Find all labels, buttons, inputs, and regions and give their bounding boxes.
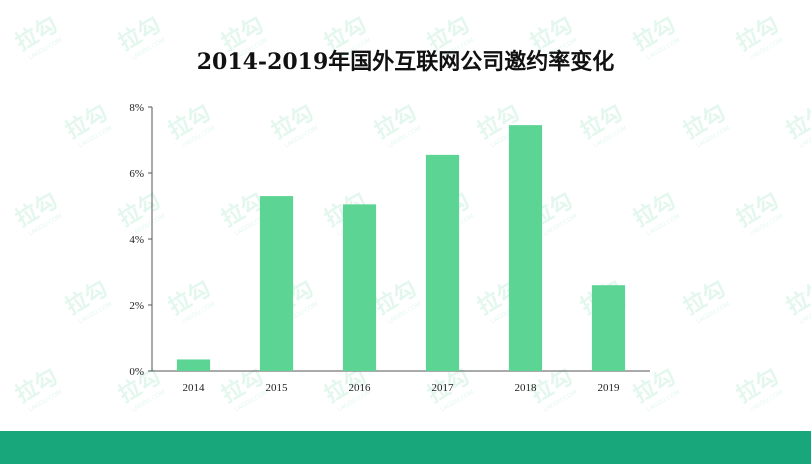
x-tick-label: 2018 — [515, 382, 538, 394]
y-tick-labels: 0% 2% 4% 6% 8% — [129, 102, 144, 378]
bar-2014 — [176, 359, 211, 371]
footer-bar — [0, 431, 811, 464]
x-tick-label: 2017 — [432, 382, 455, 394]
chart-axes — [148, 106, 650, 372]
bar-2019 — [591, 285, 626, 371]
y-tick-label: 0% — [129, 366, 144, 378]
bar-2017 — [425, 154, 460, 371]
y-tick-label: 4% — [129, 234, 144, 246]
x-tick-labels: 2014 2015 2016 2017 2018 2019 — [183, 382, 621, 394]
y-tick-label: 2% — [129, 300, 144, 312]
x-tick-label: 2015 — [266, 382, 289, 394]
x-tick-label: 2014 — [183, 382, 206, 394]
chart-bars — [176, 125, 626, 372]
bar-2018 — [508, 125, 543, 372]
bar-2016 — [342, 204, 377, 371]
bar-2015 — [259, 196, 294, 371]
x-tick-label: 2019 — [598, 382, 621, 394]
chart-title: 2014-2019年国外互联网公司邀约率变化 — [196, 49, 615, 75]
y-tick-label: 8% — [129, 102, 144, 114]
x-tick-label: 2016 — [349, 382, 372, 394]
y-tick-label: 6% — [129, 168, 144, 180]
